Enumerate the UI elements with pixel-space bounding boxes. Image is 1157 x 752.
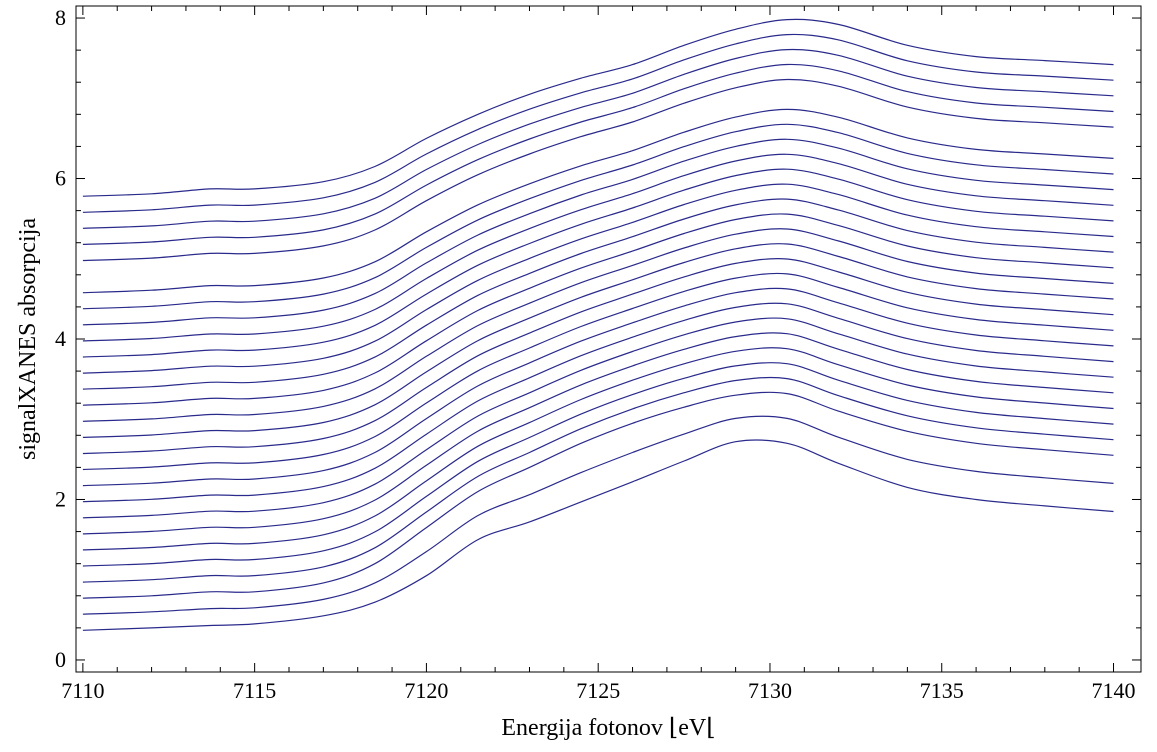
x-tick-label: 7115 [233, 678, 276, 703]
y-tick-label: 0 [55, 647, 66, 672]
xanes-spectrum-line [82, 317, 1114, 519]
xanes-spectrum-line [82, 415, 1114, 615]
xanes-spectrum-line [82, 332, 1114, 535]
series-lines [82, 18, 1114, 631]
x-tick-label: 7120 [404, 678, 448, 703]
x-axis-title: Energija fotonov ⌊eV⌊ [501, 715, 715, 741]
x-tick-label: 7130 [748, 678, 792, 703]
xanes-spectrum-line [82, 48, 1114, 229]
xanes-spectrum-line [82, 439, 1114, 631]
xanes-spectrum-line [82, 78, 1114, 262]
xanes-spectrum-line [82, 272, 1114, 471]
xanes-spectrum-line [82, 287, 1114, 487]
xanes-spectrum-line [82, 243, 1114, 438]
xanes-spectrum-line [82, 183, 1114, 374]
x-tick-label: 7125 [576, 678, 620, 703]
xanes-spectrum-line [82, 258, 1114, 455]
xanes-spectrum-line [82, 213, 1114, 406]
xanes-spectrum-line [82, 138, 1114, 326]
xanes-spectrum-line [82, 376, 1114, 583]
xanes-spectrum-line [82, 168, 1114, 358]
xanes-spectrum-line [82, 391, 1114, 599]
xanes-spectrum-line [82, 347, 1114, 551]
xanes-spectrum-line [82, 108, 1114, 294]
y-tick-label: 2 [55, 486, 66, 511]
y-tick-label: 8 [55, 5, 66, 30]
xanes-spectrum-line [82, 123, 1114, 310]
xanes-spectrum-line [82, 362, 1114, 567]
axis-ticks [76, 6, 1141, 672]
y-tick-label: 6 [55, 166, 66, 191]
xanes-spectrum-line [82, 33, 1114, 213]
x-tick-label: 7135 [920, 678, 964, 703]
plot-frame-rect [75, 5, 1142, 673]
x-tick-label: 7110 [61, 678, 104, 703]
xanes-spectrum-line [82, 228, 1114, 422]
xanes-spectrum-line [82, 198, 1114, 390]
y-tick-label: 4 [55, 326, 66, 351]
xanes-spectrum-line [82, 18, 1114, 197]
xanes-spectrum-line [82, 63, 1114, 245]
tick-labels: 7110 7115 7120 7125 7130 7135 7140 0 2 4 6 8 [55, 5, 1136, 703]
y-axis-title: signalXANES absorpcija [15, 218, 41, 460]
xanes-spectrum-line [82, 153, 1114, 342]
xanes-spectrum-line [82, 302, 1114, 503]
plot-frame [75, 5, 1142, 673]
x-tick-label: 7140 [1092, 678, 1136, 703]
